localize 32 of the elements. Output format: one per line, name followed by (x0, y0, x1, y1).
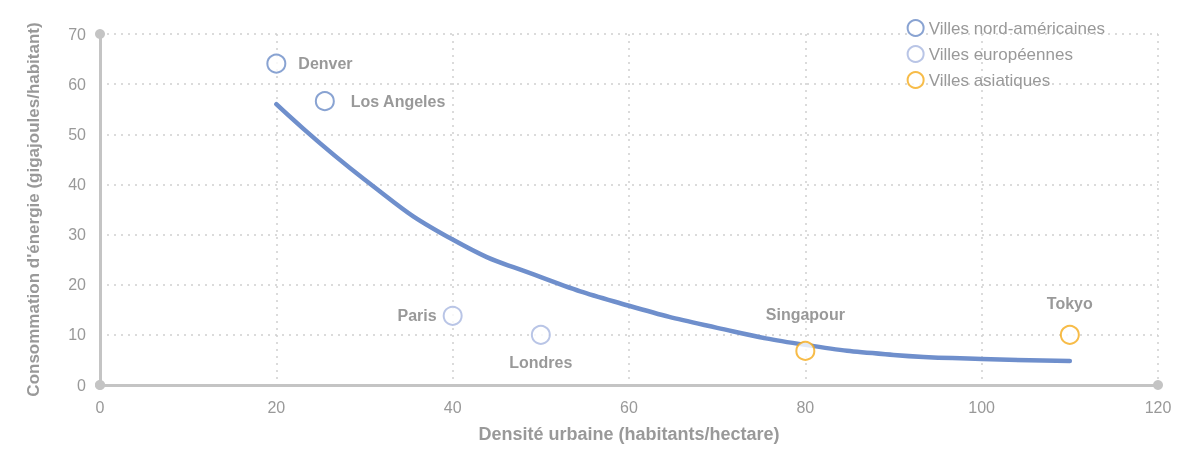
y-tick-label: 20 (68, 276, 87, 294)
x-tick-label: 100 (968, 398, 996, 416)
legend-label: Villes nord-américaines (928, 18, 1105, 38)
x-tick-label: 60 (620, 398, 638, 416)
y-tick-label: 60 (68, 75, 87, 93)
x-axis-title: Densité urbaine (habitants/hectare) (478, 424, 780, 444)
x-tick-label: 80 (796, 398, 815, 416)
annotation: Paris (397, 307, 437, 325)
annotation: Singapour (765, 306, 845, 324)
point (795, 340, 816, 361)
x-tick-label: 40 (443, 398, 462, 416)
x-tick-label: 20 (267, 398, 286, 416)
point (442, 305, 463, 326)
y-tick-label: 0 (77, 376, 87, 394)
point (530, 324, 551, 345)
point (1059, 324, 1080, 345)
y-tick-label: 70 (68, 25, 87, 43)
y-axis-title: Consommation d'énergie (gigajoules/habitant) (24, 22, 43, 397)
annotation: Denver (298, 55, 353, 73)
point (314, 91, 335, 112)
annotation: Londres (509, 354, 573, 372)
y-tick-label: 50 (68, 125, 87, 143)
legend-label: Villes asiatiques (928, 70, 1051, 90)
annotation: Los Angeles (350, 92, 446, 110)
x-tick-label: 0 (95, 398, 105, 416)
y-tick-label: 30 (68, 226, 87, 244)
legend-label: Villes européennes (928, 44, 1073, 64)
x-tick-label: 120 (1144, 398, 1172, 416)
annotation: Tokyo (1046, 295, 1094, 313)
point (266, 53, 287, 74)
y-tick-label: 10 (68, 326, 87, 344)
y-tick-label: 40 (68, 175, 87, 193)
